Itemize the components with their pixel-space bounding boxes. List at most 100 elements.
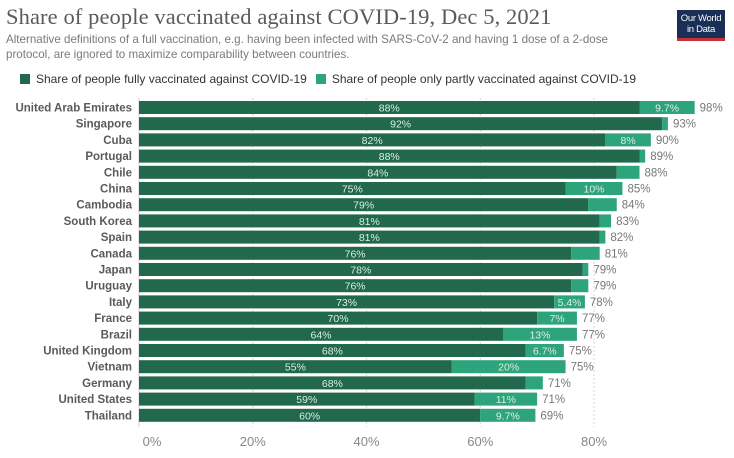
category-label: France	[94, 313, 132, 325]
category-label: South Korea	[64, 216, 133, 228]
data-label-fully: 68%	[322, 378, 343, 390]
data-label-fully: 76%	[345, 248, 366, 260]
bar-partly	[565, 182, 623, 195]
category-label: Italy	[109, 297, 133, 309]
category-label: United States	[59, 394, 133, 406]
data-label-fully: 59%	[296, 394, 317, 406]
bar-fully	[139, 230, 600, 244]
data-label-total: 89%	[650, 151, 673, 163]
data-label-partly: 7%	[549, 313, 564, 325]
data-label-fully: 60%	[299, 410, 320, 422]
data-label-total: 78%	[590, 297, 613, 309]
owid-logo[interactable]: Our World in Data	[677, 10, 725, 41]
legend: Share of people fully vaccinated against…	[20, 72, 645, 86]
bar-partly	[582, 263, 589, 276]
data-label-total: 81%	[605, 248, 628, 260]
bar-partly	[599, 230, 606, 244]
data-label-total: 79%	[593, 265, 616, 277]
data-label-total: 79%	[593, 281, 616, 293]
bar-partly	[474, 392, 538, 406]
bar-partly	[451, 360, 566, 374]
data-label-fully: 88%	[379, 151, 400, 163]
category-label: Chile	[104, 167, 132, 179]
data-label-total: 93%	[673, 119, 696, 131]
chart-title: Share of people vaccinated against COVID…	[6, 4, 552, 29]
data-label-total: 98%	[700, 103, 723, 115]
bar-fully	[139, 311, 538, 325]
bar-partly	[571, 279, 589, 293]
data-label-total: 69%	[540, 410, 563, 422]
category-label: Brazil	[101, 329, 132, 341]
data-label-fully: 81%	[359, 232, 380, 244]
bar-fully	[139, 263, 583, 276]
chart-subtitle: Alternative definitions of a full vaccin…	[6, 33, 608, 61]
bar-fully	[139, 149, 640, 163]
bar-fully	[139, 344, 526, 357]
bar-partly	[554, 295, 585, 309]
data-label-partly: 20%	[498, 362, 519, 374]
legend-swatch-partly	[315, 74, 326, 84]
data-label-total: 71%	[542, 394, 565, 406]
bar-partly	[639, 149, 646, 163]
bar-fully	[139, 295, 555, 309]
bar-fully	[139, 279, 572, 293]
x-tick-label: 80%	[581, 434, 607, 449]
data-label-fully: 88%	[379, 103, 400, 115]
category-label: Portugal	[85, 151, 132, 163]
data-label-fully: 76%	[345, 281, 366, 293]
data-label-total: 71%	[548, 378, 571, 390]
data-label-fully: 78%	[350, 265, 371, 277]
data-label-partly: 6.7%	[533, 346, 557, 358]
data-label-partly: 13%	[529, 329, 550, 341]
category-label: Spain	[101, 232, 132, 244]
bar-fully	[139, 117, 663, 131]
data-label-total: 75%	[571, 362, 594, 374]
category-label: United Arab Emirates	[15, 103, 132, 115]
x-tick-label: 20%	[240, 434, 266, 449]
data-label-partly: 11%	[496, 394, 516, 406]
bar-partly	[616, 165, 640, 179]
category-label: Uruguay	[85, 281, 132, 293]
bar-fully	[139, 408, 481, 422]
data-label-fully: 70%	[328, 313, 349, 325]
legend-item-fully[interactable]: Share of people fully vaccinated against…	[20, 72, 307, 86]
data-label-fully: 84%	[367, 167, 388, 179]
x-tick-label: 0%	[143, 434, 162, 449]
data-label-partly: 9.7%	[655, 103, 679, 115]
bar-fully	[139, 101, 640, 114]
logo-line-1: Our World	[680, 13, 722, 24]
bar-partly	[537, 311, 577, 325]
category-label: China	[100, 184, 133, 196]
data-label-partly: 9.7%	[496, 410, 520, 422]
data-label-fully: 79%	[353, 200, 374, 212]
data-label-fully: 64%	[310, 329, 331, 341]
category-label: Canada	[90, 248, 132, 260]
data-label-total: 77%	[582, 329, 605, 341]
logo-line-2: in Data	[686, 24, 715, 35]
data-label-fully: 82%	[362, 135, 383, 147]
data-label-total: 75%	[569, 346, 592, 358]
bar-fully	[139, 392, 475, 406]
data-label-total: 84%	[622, 200, 645, 212]
bar-partly	[525, 376, 543, 390]
bar-partly	[571, 246, 600, 260]
category-label: Cambodia	[76, 200, 132, 212]
category-label: Cuba	[103, 135, 132, 147]
legend-item-partly[interactable]: Share of people only partly vaccinated a…	[315, 72, 636, 86]
bar-fully	[139, 376, 526, 390]
category-label: Japan	[99, 265, 132, 277]
category-label: Thailand	[85, 410, 132, 422]
bar-fully	[139, 360, 452, 374]
data-label-total: 88%	[645, 167, 668, 179]
data-label-partly: 10%	[583, 184, 604, 196]
data-label-total: 85%	[627, 184, 650, 196]
bar-fully	[139, 246, 572, 260]
category-label: Vietnam	[87, 362, 132, 374]
legend-swatch-fully	[20, 74, 30, 84]
data-label-partly: 5.4%	[558, 297, 582, 309]
bar-partly	[599, 214, 612, 228]
data-label-fully: 75%	[342, 184, 363, 196]
bar-partly	[662, 117, 668, 131]
data-label-total: 82%	[610, 232, 633, 244]
